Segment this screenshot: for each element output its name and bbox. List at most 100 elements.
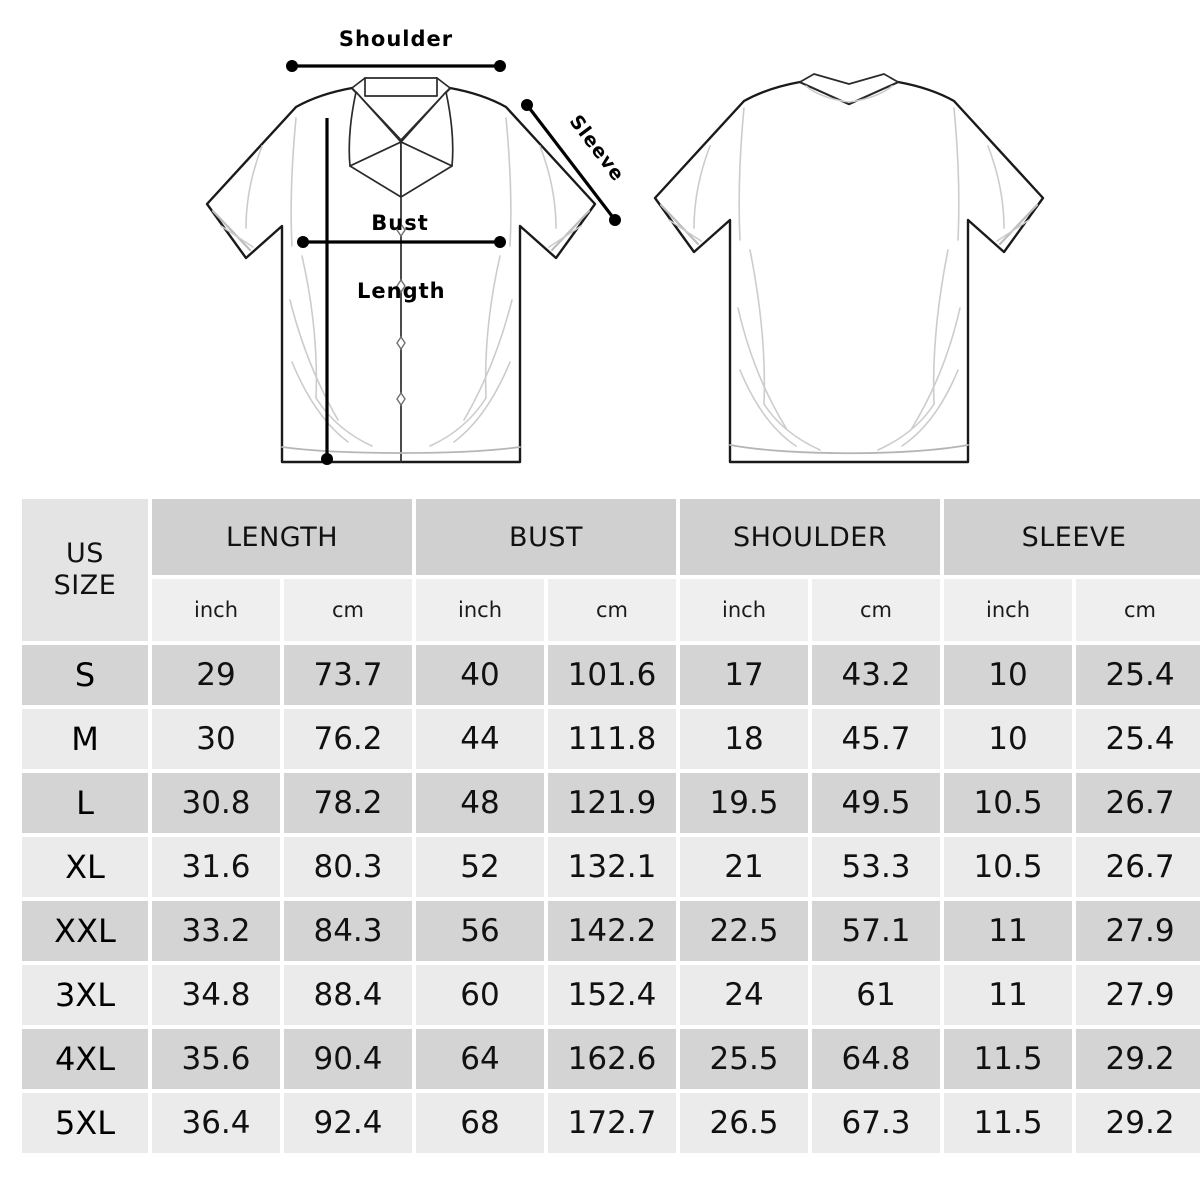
bust-label: Bust bbox=[371, 211, 429, 235]
cell-measure-value: 17 bbox=[680, 645, 809, 705]
cell-measure-value: 11.5 bbox=[944, 1029, 1073, 1089]
cell-us-size: 5XL bbox=[22, 1093, 148, 1153]
cell-measure-value: 10.5 bbox=[944, 837, 1073, 897]
table-row: S 29 73.7 40 101.6 17 43.2 10 25.4 bbox=[22, 645, 1200, 705]
length-measurement: Length bbox=[321, 118, 446, 465]
table-row: XL 31.6 80.3 52 132.1 21 53.3 10.5 26.7 bbox=[22, 837, 1200, 897]
cell-measure-value: 142.2 bbox=[548, 901, 677, 961]
cell-measure-value: 111.8 bbox=[548, 709, 677, 769]
bust-endpoint-dot bbox=[494, 236, 506, 248]
cell-measure-value: 101.6 bbox=[548, 645, 677, 705]
cell-measure-value: 24 bbox=[680, 965, 809, 1025]
shoulder-endpoint-dot bbox=[286, 60, 298, 72]
cell-measure-value: 11 bbox=[944, 965, 1073, 1025]
button-icon bbox=[396, 391, 406, 407]
cell-measure-value: 73.7 bbox=[284, 645, 412, 705]
table-row: L 30.8 78.2 48 121.9 19.5 49.5 10.5 26.7 bbox=[22, 773, 1200, 833]
button-icon bbox=[396, 278, 406, 294]
cell-measure-value: 64 bbox=[416, 1029, 544, 1089]
cell-us-size: XXL bbox=[22, 901, 148, 961]
cell-measure-value: 67.3 bbox=[812, 1093, 941, 1153]
cell-us-size: L bbox=[22, 773, 148, 833]
cell-measure-value: 40 bbox=[416, 645, 544, 705]
cell-measure-value: 64.8 bbox=[812, 1029, 941, 1089]
unit-header-length-inch: inch bbox=[152, 579, 280, 641]
size-chart-table-wrapper: US SIZE LENGTH BUST SHOULDER SLEEVE inch… bbox=[18, 495, 1200, 1157]
cell-measure-value: 43.2 bbox=[812, 645, 941, 705]
cell-measure-value: 90.4 bbox=[284, 1029, 412, 1089]
bust-measurement: Bust bbox=[297, 211, 506, 248]
cell-measure-value: 26.5 bbox=[680, 1093, 809, 1153]
cell-us-size: M bbox=[22, 709, 148, 769]
sleeve-endpoint-dot bbox=[521, 99, 533, 111]
cell-measure-value: 30 bbox=[152, 709, 280, 769]
table-row: 4XL 35.6 90.4 64 162.6 25.5 64.8 11.5 29.2 bbox=[22, 1029, 1200, 1089]
cell-measure-value: 11 bbox=[944, 901, 1073, 961]
cell-measure-value: 76.2 bbox=[284, 709, 412, 769]
cell-measure-value: 60 bbox=[416, 965, 544, 1025]
group-header-shoulder: SHOULDER bbox=[680, 499, 941, 575]
cell-measure-value: 26.7 bbox=[1076, 773, 1200, 833]
us-size-header: US SIZE bbox=[22, 499, 148, 641]
cell-measure-value: 26.7 bbox=[1076, 837, 1200, 897]
group-header-bust: BUST bbox=[416, 499, 677, 575]
shoulder-measurement: Shoulder bbox=[286, 27, 506, 72]
cell-measure-value: 36.4 bbox=[152, 1093, 280, 1153]
shirt-back-view bbox=[653, 73, 1045, 464]
cell-measure-value: 10 bbox=[944, 709, 1073, 769]
cell-measure-value: 162.6 bbox=[548, 1029, 677, 1089]
shirt-illustration-panel: Shoulder Sleeve Bust Length bbox=[0, 0, 1200, 490]
cell-measure-value: 80.3 bbox=[284, 837, 412, 897]
sleeve-endpoint-dot bbox=[609, 214, 621, 226]
unit-header-sleeve-inch: inch bbox=[944, 579, 1073, 641]
cell-measure-value: 44 bbox=[416, 709, 544, 769]
header-group-row: US SIZE LENGTH BUST SHOULDER SLEEVE bbox=[22, 499, 1200, 641]
length-label: Length bbox=[357, 279, 446, 303]
button-icon bbox=[396, 222, 406, 238]
unit-header-bust-inch: inch bbox=[416, 579, 544, 641]
cell-measure-value: 88.4 bbox=[284, 965, 412, 1025]
header-unit-row: inch cm inch cm inch cm inch cm bbox=[22, 579, 1200, 641]
cell-measure-value: 22.5 bbox=[680, 901, 809, 961]
size-chart-table: US SIZE LENGTH BUST SHOULDER SLEEVE inch… bbox=[18, 495, 1200, 1157]
unit-header-bust-cm: cm bbox=[548, 579, 677, 641]
cell-measure-value: 18 bbox=[680, 709, 809, 769]
cell-measure-value: 33.2 bbox=[152, 901, 280, 961]
cell-measure-value: 35.6 bbox=[152, 1029, 280, 1089]
cell-measure-value: 132.1 bbox=[548, 837, 677, 897]
shoulder-label: Shoulder bbox=[339, 27, 453, 51]
cell-measure-value: 56 bbox=[416, 901, 544, 961]
cell-measure-value: 53.3 bbox=[812, 837, 941, 897]
unit-header-length-cm: cm bbox=[284, 579, 412, 641]
group-header-sleeve: SLEEVE bbox=[944, 499, 1200, 575]
cell-measure-value: 172.7 bbox=[548, 1093, 677, 1153]
table-row: M 30 76.2 44 111.8 18 45.7 10 25.4 bbox=[22, 709, 1200, 769]
cell-us-size: S bbox=[22, 645, 148, 705]
cell-measure-value: 45.7 bbox=[812, 709, 941, 769]
cell-measure-value: 78.2 bbox=[284, 773, 412, 833]
cell-measure-value: 152.4 bbox=[548, 965, 677, 1025]
unit-header-shoulder-cm: cm bbox=[812, 579, 941, 641]
cell-measure-value: 10.5 bbox=[944, 773, 1073, 833]
cell-measure-value: 68 bbox=[416, 1093, 544, 1153]
table-row: 5XL 36.4 92.4 68 172.7 26.5 67.3 11.5 29.2 bbox=[22, 1093, 1200, 1153]
shirt-front-view bbox=[205, 77, 597, 464]
table-row: XXL 33.2 84.3 56 142.2 22.5 57.1 11 27.9 bbox=[22, 901, 1200, 961]
cell-measure-value: 84.3 bbox=[284, 901, 412, 961]
bust-endpoint-dot bbox=[297, 236, 309, 248]
cell-measure-value: 10 bbox=[944, 645, 1073, 705]
cell-us-size: 4XL bbox=[22, 1029, 148, 1089]
cell-measure-value: 30.8 bbox=[152, 773, 280, 833]
cell-measure-value: 61 bbox=[812, 965, 941, 1025]
cell-us-size: 3XL bbox=[22, 965, 148, 1025]
us-size-header-line2: SIZE bbox=[53, 570, 117, 601]
table-row: 3XL 34.8 88.4 60 152.4 24 61 11 27.9 bbox=[22, 965, 1200, 1025]
cell-measure-value: 29.2 bbox=[1076, 1029, 1200, 1089]
cell-measure-value: 31.6 bbox=[152, 837, 280, 897]
cell-measure-value: 29.2 bbox=[1076, 1093, 1200, 1153]
unit-header-shoulder-inch: inch bbox=[680, 579, 809, 641]
group-header-length: LENGTH bbox=[152, 499, 412, 575]
cell-measure-value: 121.9 bbox=[548, 773, 677, 833]
cell-measure-value: 19.5 bbox=[680, 773, 809, 833]
cell-measure-value: 25.4 bbox=[1076, 645, 1200, 705]
